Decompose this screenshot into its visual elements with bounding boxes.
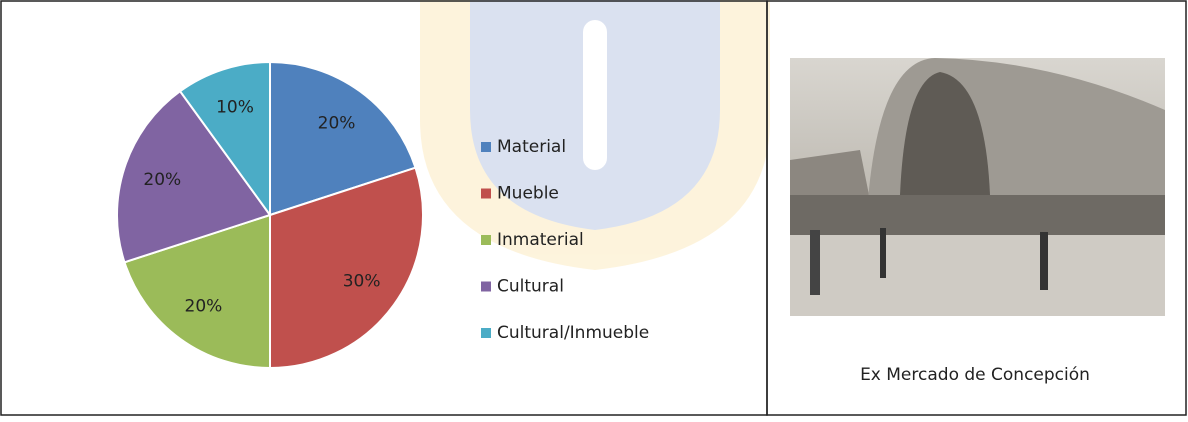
legend-label: Mueble xyxy=(497,184,559,204)
legend-label: Cultural xyxy=(497,277,564,297)
pie-slice xyxy=(269,60,417,217)
legend-label: Material xyxy=(497,137,566,157)
photo-frame xyxy=(766,0,1187,416)
pie-slice xyxy=(178,60,271,219)
pie-slice xyxy=(269,166,424,370)
slice-label: 10% xyxy=(216,97,254,117)
legend-label: Cultural/Inmueble xyxy=(497,323,649,343)
photo xyxy=(790,58,1165,316)
slice-label: 30% xyxy=(343,272,381,292)
watermark xyxy=(420,0,770,270)
legend-swatch xyxy=(481,235,491,245)
legend-swatch xyxy=(481,281,491,292)
legend-swatch xyxy=(481,142,491,152)
slice-label: 20% xyxy=(318,113,356,133)
legend-swatch xyxy=(481,188,491,199)
legend-swatch xyxy=(481,328,491,338)
caption: Ex Mercado de Concepción xyxy=(860,365,1090,385)
legend-label: Inmaterial xyxy=(497,230,584,250)
pie-slice xyxy=(123,213,271,370)
slice-label: 20% xyxy=(143,170,181,190)
pie-slice xyxy=(116,89,272,264)
slice-label: 20% xyxy=(185,297,223,317)
